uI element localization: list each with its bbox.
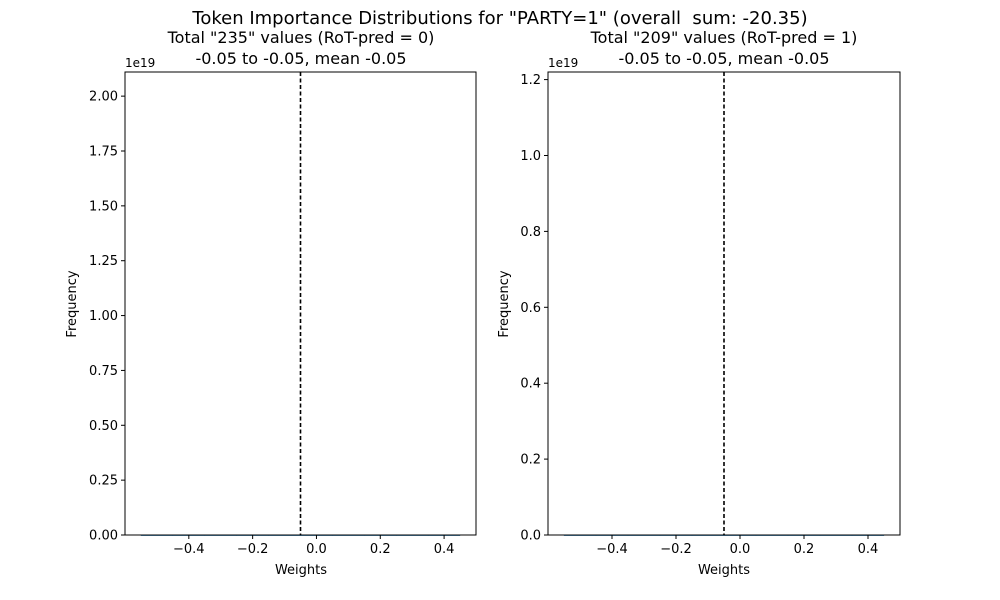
y-axis-label: Frequency [65,270,80,337]
y-tick-label: 1.2 [520,73,541,88]
y-tick-label: 0.00 [89,529,118,544]
x-tick-label: 0.2 [794,542,815,557]
y-tick-label: 1.00 [89,309,118,324]
x-tick-label: 0.4 [434,542,455,557]
x-tick-label: −0.2 [237,542,269,557]
plot-frame [547,71,901,536]
chart-marks: −0.4 −0.2 0.0 0.2 0.4 0.00 0.25 0.50 0.75 1.00 1.2… [89,72,461,557]
chart-title: Total "209" values (RoT-pred = 1) [590,28,858,47]
y-tick-label: 0.8 [520,225,541,240]
chart-panel-right: Total "209" values (RoT-pred = 1) -0.05 … [497,28,901,578]
y-tick-label: 0.4 [520,377,541,392]
chart-subtitle: -0.05 to -0.05, mean -0.05 [195,49,406,68]
y-tick-label: 0.0 [520,529,541,544]
y-offset-text: 1e19 [125,56,155,70]
y-axis-label: Frequency [497,270,512,337]
y-tick-label: 1.25 [89,254,118,269]
y-tick-label: 2.00 [89,90,118,105]
y-tick-label: 0.75 [89,364,118,379]
x-tick-label: 0.0 [730,542,751,557]
y-tick-label: 1.75 [89,144,118,159]
chart-marks: −0.4 −0.2 0.0 0.2 0.4 0.0 0.2 0.4 0.6 0.8 1.0 1.2 [520,72,885,557]
plot-frame [124,71,477,536]
x-tick-label: 0.2 [370,542,391,557]
y-tick-label: 0.2 [520,453,541,468]
x-tick-label: −0.2 [660,542,692,557]
x-tick-label: −0.4 [596,542,628,557]
y-tick-label: 0.6 [520,301,541,316]
y-tick-label: 1.0 [520,149,541,164]
chart-title: Total "235" values (RoT-pred = 0) [167,28,435,47]
x-tick-label: 0.0 [306,542,327,557]
chart-subtitle: -0.05 to -0.05, mean -0.05 [618,49,829,68]
figure-suptitle: Token Importance Distributions for "PART… [192,8,808,29]
y-tick-label: 0.50 [89,419,118,434]
x-axis-label: Weights [275,563,327,578]
x-axis-label: Weights [698,563,750,578]
chart-panel-left: Total "235" values (RoT-pred = 0) -0.05 … [65,28,477,578]
y-offset-text: 1e19 [548,56,578,70]
y-tick-label: 1.50 [89,199,118,214]
x-tick-label: 0.4 [858,542,879,557]
y-tick-label: 0.25 [89,474,118,489]
x-tick-label: −0.4 [173,542,205,557]
